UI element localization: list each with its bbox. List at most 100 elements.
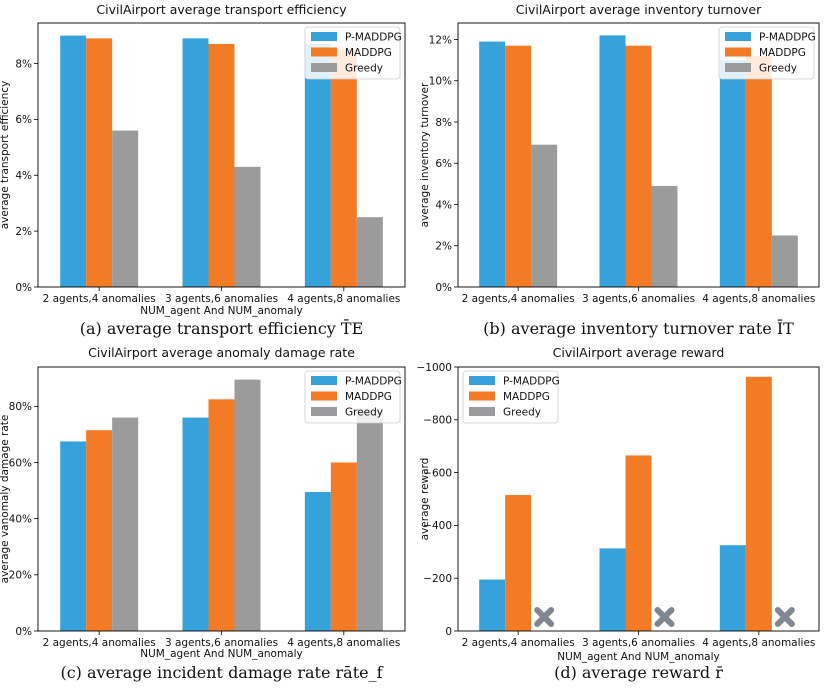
y-tick-label: 80% — [9, 401, 32, 413]
legend-swatch — [311, 63, 337, 72]
y-axis-label: average vanomaly damage rate — [0, 415, 11, 584]
chart-title: CivilAirport average anomaly damage rate — [88, 345, 355, 360]
legend-swatch — [725, 63, 751, 72]
bar-p-maddpg — [60, 35, 87, 288]
x-tick-label: 4 agents,8 anomalies — [702, 637, 815, 649]
y-axis-label: average reward — [419, 458, 431, 541]
legend-label: P-MADDPG — [503, 376, 560, 388]
y-tick-label: 10% — [429, 76, 452, 88]
y-tick-label: 8% — [435, 117, 452, 129]
bar-p-maddpg — [304, 491, 331, 631]
legend-label: Greedy — [345, 407, 383, 419]
legend: P-MADDPG MADDPG Greedy — [462, 370, 560, 424]
figure-caption: (c) average incident damage rate rāte_f — [60, 663, 383, 682]
legend-label: MADDPG — [759, 47, 806, 59]
figure-caption: (d) average reward r̄ — [554, 663, 723, 682]
y-tick-label: 0% — [15, 626, 32, 638]
bar-maddpg — [330, 49, 357, 287]
legend-swatch — [469, 376, 495, 385]
chart-title: CivilAirport average reward — [553, 345, 725, 360]
bar-maddpg — [745, 56, 772, 287]
figure-caption: (b) average inventory turnover rate ĪT — [483, 318, 794, 338]
y-tick-label: −800 — [423, 415, 452, 427]
x-tick-label: 4 agents,8 anomalies — [287, 293, 400, 305]
bar-p-maddpg — [599, 35, 626, 287]
bar-greedy — [356, 217, 383, 287]
bar-maddpg — [86, 38, 113, 287]
y-tick-label: −200 — [423, 573, 452, 585]
legend-swatch — [311, 32, 337, 41]
x-tick-label: 3 agents,6 anomalies — [165, 637, 278, 649]
bar-greedy — [112, 417, 139, 631]
bar-maddpg — [625, 455, 652, 631]
y-tick-label: 60% — [9, 457, 32, 469]
chart-d: CivilAirport average reward 0 −200 −400 −600… — [416, 345, 820, 682]
legend-label: P-MADDPG — [345, 32, 402, 44]
bar-greedy — [356, 409, 383, 631]
x-tick-label: 3 agents,6 anomalies — [582, 637, 695, 649]
bar-greedy — [531, 144, 558, 287]
bar-p-maddpg — [719, 545, 746, 631]
bar-p-maddpg — [182, 38, 209, 287]
y-tick-label: 2% — [15, 226, 32, 238]
bar-greedy — [234, 166, 261, 287]
x-tick-label: 3 agents,6 anomalies — [582, 293, 695, 305]
legend-label: P-MADDPG — [759, 32, 816, 44]
legend: P-MADDPG MADDPG Greedy — [718, 26, 816, 80]
legend-label: Greedy — [345, 63, 383, 75]
x-axis-label: NUM_agent And NUM_anomaly — [140, 648, 303, 660]
y-tick-label: 6% — [435, 158, 452, 170]
bar-maddpg — [505, 495, 532, 631]
bar-greedy — [234, 379, 261, 631]
chart-title: CivilAirport average inventory turnover — [516, 2, 762, 17]
y-tick-label: 4% — [15, 170, 32, 182]
legend-swatch — [725, 47, 751, 57]
y-tick-label: 40% — [9, 513, 32, 525]
bar-p-maddpg — [599, 548, 626, 631]
bar-p-maddpg — [479, 41, 506, 287]
legend: P-MADDPG MADDPG Greedy — [304, 26, 402, 80]
figure-caption: (a) average transport efficiency T̄E — [80, 317, 364, 338]
legend-swatch — [311, 407, 337, 416]
x-tick-label: 2 agents,4 anomalies — [462, 293, 575, 305]
bar-p-maddpg — [60, 441, 87, 631]
y-tick-label: −400 — [423, 520, 452, 532]
y-tick-label: 0% — [435, 282, 452, 294]
chart-title: CivilAirport average transport efficienc… — [96, 2, 347, 17]
plot-frame — [37, 22, 406, 288]
x-axis-label: NUM_agent And NUM_anomaly — [140, 305, 303, 317]
y-tick-label: 12% — [429, 34, 452, 46]
bar-greedy — [771, 235, 798, 287]
legend: P-MADDPG MADDPG Greedy — [304, 370, 402, 424]
legend-swatch — [725, 32, 751, 41]
legend-swatch — [311, 47, 337, 57]
y-tick-label: −600 — [423, 467, 452, 479]
plot-frame — [37, 366, 406, 632]
plot-frame — [457, 366, 820, 632]
chart-b: CivilAirport average inventory turnover 0… — [419, 2, 820, 338]
y-tick-label: 0 — [445, 626, 452, 638]
y-tick-label: 4% — [435, 199, 452, 211]
plot-frame — [457, 22, 820, 288]
x-marker-stroke — [534, 607, 555, 627]
legend-label: MADDPG — [345, 47, 392, 59]
bar-p-maddpg — [182, 417, 209, 631]
x-marker — [534, 607, 555, 627]
legend-label: Greedy — [503, 407, 541, 419]
x-tick-label: 3 agents,6 anomalies — [165, 293, 278, 305]
x-marker-stroke — [774, 607, 795, 627]
bar-maddpg — [745, 376, 772, 631]
chart-c: CivilAirport average anomaly damage rate… — [0, 345, 406, 682]
legend-swatch — [469, 391, 495, 401]
bar-greedy — [651, 185, 678, 287]
bar-maddpg — [330, 462, 357, 631]
chart-a: CivilAirport average transport efficienc… — [0, 2, 406, 338]
x-marker — [654, 607, 675, 627]
bar-p-maddpg — [304, 43, 331, 288]
x-marker-stroke — [654, 607, 675, 627]
y-axis-label: average inventory turnover — [419, 82, 431, 227]
bar-p-maddpg — [479, 579, 506, 631]
x-tick-label: 2 agents,4 anomalies — [43, 637, 156, 649]
y-tick-label: 2% — [435, 241, 452, 253]
y-tick-label: −1000 — [416, 362, 452, 374]
